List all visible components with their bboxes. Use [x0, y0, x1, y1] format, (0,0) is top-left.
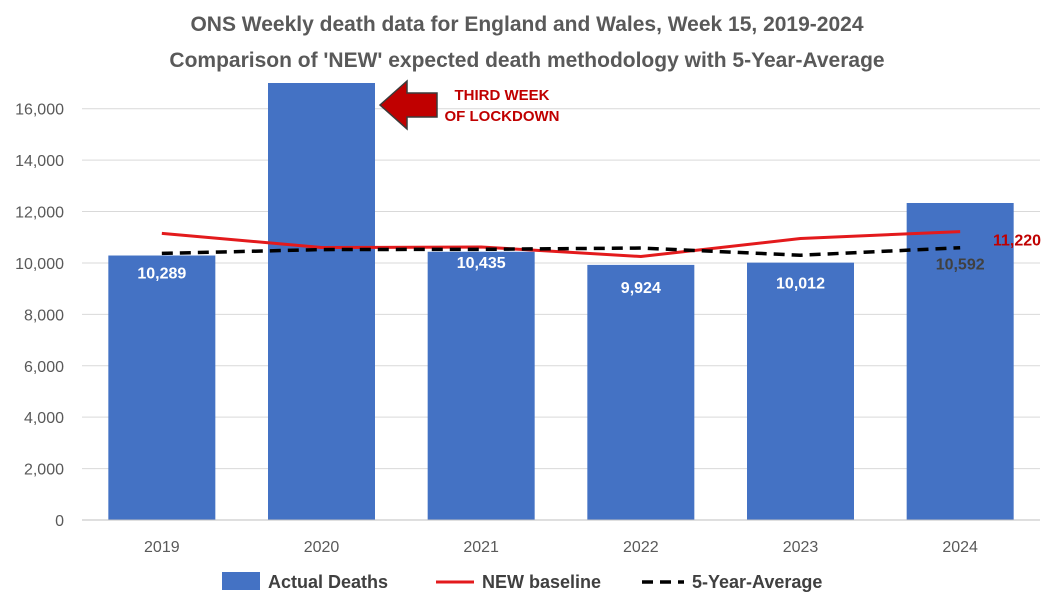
- data-labels: 10,289 10,435 9,924 10,012 12,332 11,220 10,59…: [137, 186, 1041, 297]
- legend-swatch-actual-deaths: [222, 572, 260, 590]
- chart-title: ONS Weekly death data for England and Wa…: [190, 13, 863, 36]
- x-tick-label: 2019: [144, 539, 180, 556]
- bar-data-label: 10,289: [137, 266, 186, 283]
- y-tick-label: 6,000: [24, 359, 64, 376]
- y-tick-label: 12,000: [15, 205, 64, 222]
- new-baseline-line: [161, 230, 961, 259]
- lockdown-annotation: THIRD WEEK OF LOCKDOWN: [378, 79, 560, 131]
- bar: [427, 251, 535, 520]
- x-tick-label: 2023: [783, 539, 819, 556]
- y-tick-label: 14,000: [15, 153, 64, 170]
- y-tick-label: 16,000: [15, 102, 64, 119]
- y-tick-label: 8,000: [24, 307, 64, 324]
- y-tick-label: 4,000: [24, 410, 64, 427]
- bar: [906, 202, 1014, 520]
- legend: Actual Deaths NEW baseline 5-Year-Average: [222, 572, 822, 592]
- series-lines: [161, 230, 961, 259]
- y-tick-label: 10,000: [15, 256, 64, 273]
- bar: [108, 255, 216, 520]
- annotation-text: OF LOCKDOWN: [445, 108, 560, 125]
- legend-label-actual-deaths: Actual Deaths: [268, 572, 388, 592]
- bars: [108, 83, 1014, 520]
- x-axis-ticks: 2019 2020 2021 2022 2023 2024: [82, 519, 1040, 556]
- bar-data-label: 9,924: [621, 280, 661, 297]
- annotation-text: THIRD WEEK: [455, 87, 550, 104]
- y-tick-label: 0: [55, 513, 64, 530]
- x-tick-label: 2024: [942, 539, 978, 556]
- five-year-average-end-label: 10,592: [936, 257, 985, 274]
- x-tick-label: 2022: [623, 539, 659, 556]
- bar-data-label: 10,012: [776, 276, 825, 293]
- x-tick-label: 2020: [304, 539, 340, 556]
- annotation-arrow: [378, 79, 438, 131]
- bar: [268, 83, 375, 520]
- bar: [587, 264, 695, 520]
- legend-label-five-year-average: 5-Year-Average: [692, 572, 822, 592]
- y-tick-label: 2,000: [24, 462, 64, 479]
- new-baseline-end-label: 11,220: [993, 233, 1041, 250]
- chart-subtitle: Comparison of 'NEW' expected death metho…: [169, 49, 884, 72]
- legend-label-new-baseline: NEW baseline: [482, 572, 601, 592]
- y-axis-ticks: 0 2,000 4,000 6,000 8,000 10,000 12,000 14,000 1…: [15, 102, 64, 530]
- x-tick-label: 2021: [463, 539, 499, 556]
- bar: [747, 262, 854, 520]
- five-year-average-line: [161, 245, 961, 257]
- bar-data-label: 10,435: [457, 255, 506, 272]
- bar-data-label: 12,332: [936, 186, 985, 203]
